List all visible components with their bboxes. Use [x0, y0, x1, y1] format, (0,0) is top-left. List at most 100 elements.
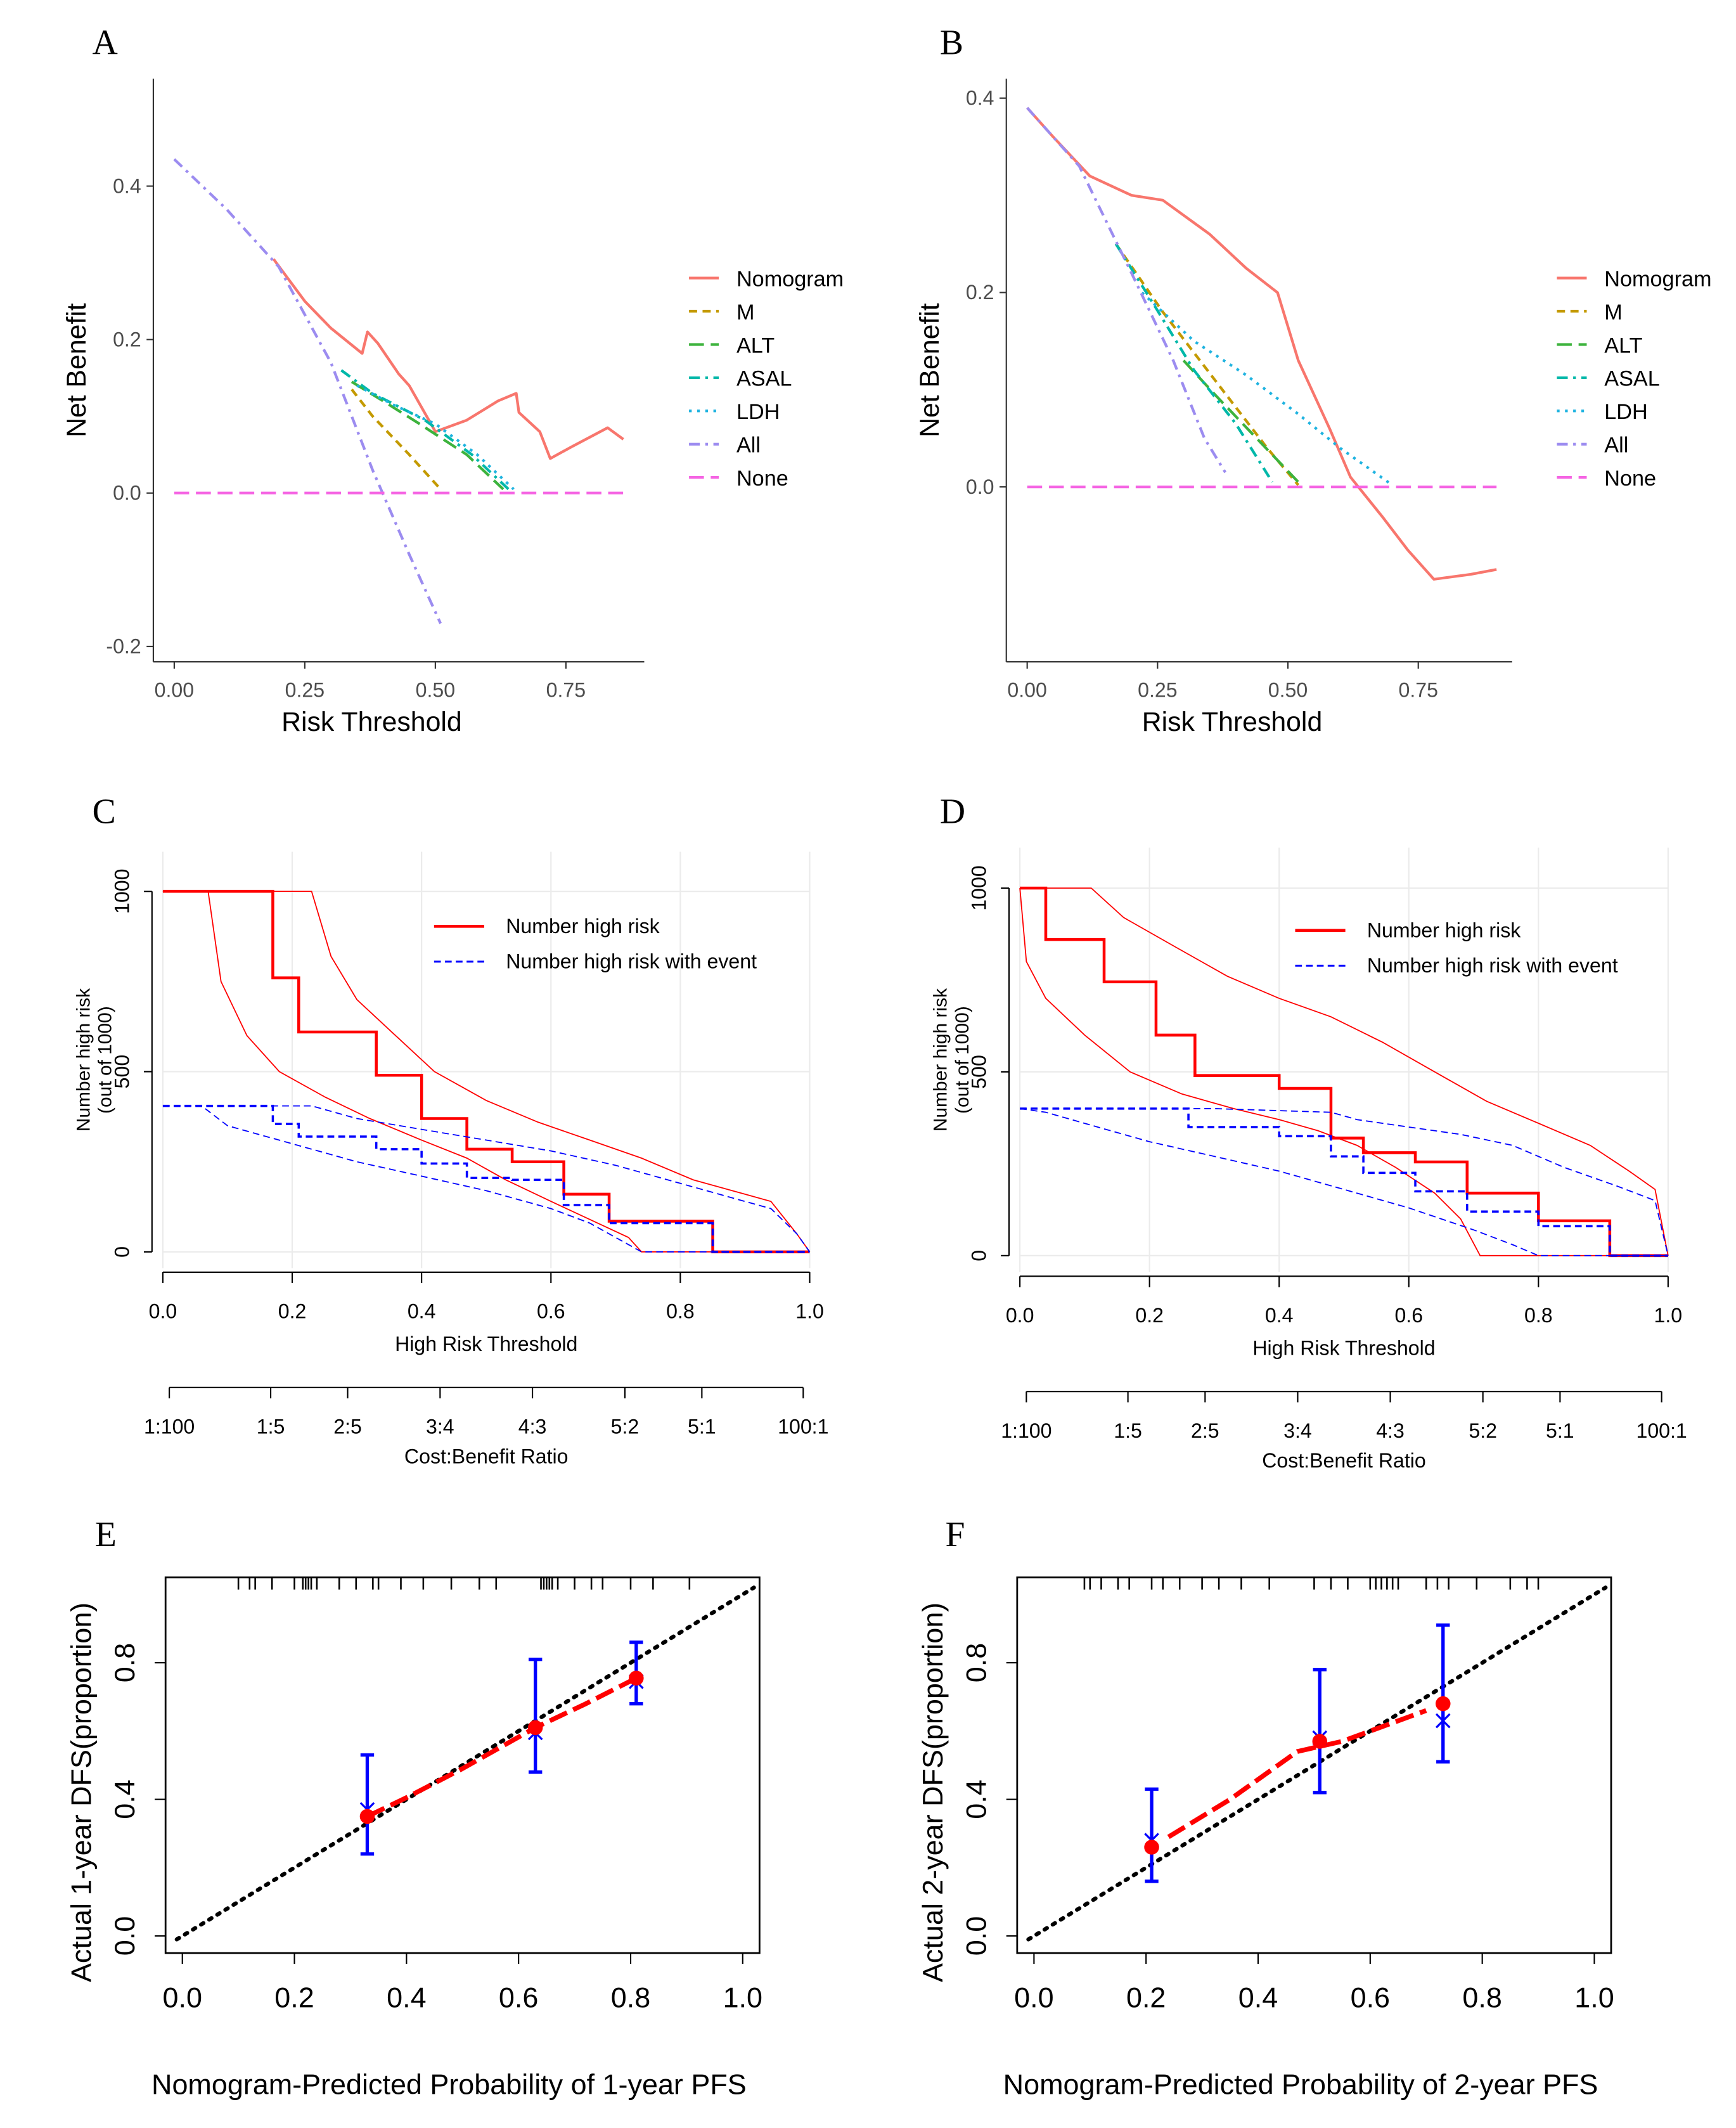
x-tick-label: 1.0	[723, 1982, 762, 2014]
x-tick-label: 0.50	[416, 679, 455, 702]
x-tick-label: 0.00	[1007, 679, 1046, 702]
x-tick-label: 0.50	[1268, 679, 1308, 702]
observed-point	[1312, 1734, 1328, 1749]
y-tick-label: 0.8	[960, 1643, 993, 1682]
legend-label-none: None	[1604, 467, 1656, 491]
x-tick-label: 0.0	[1006, 1304, 1034, 1327]
y-tick-label: 0.4	[113, 174, 141, 197]
y-tick-label: 0.4	[960, 1779, 993, 1819]
x-tick-label: 0.4	[387, 1982, 426, 2014]
cost-benefit-tick-label: 3:4	[1283, 1419, 1312, 1442]
y-tick-label: -0.2	[106, 635, 141, 658]
series-line-number-high-risk-lower	[162, 891, 810, 1253]
cost-benefit-tick-label: 5:1	[1546, 1419, 1574, 1442]
x-tick-label: 1.0	[1574, 1982, 1614, 2014]
x-tick-label: 0.00	[155, 679, 194, 702]
series-line-number-high-risk-upper	[1020, 887, 1669, 1256]
legend-label: Number high risk	[506, 915, 660, 938]
x-tick-label: 0.4	[1265, 1304, 1294, 1327]
y-axis-label: Actual 2-year DFS(proportion)	[916, 1602, 949, 1982]
legend-label-none: None	[736, 467, 788, 491]
series-line-alt	[1182, 359, 1299, 483]
y-axis-label: Number high risk	[930, 988, 951, 1132]
x-tick-label: 0.6	[499, 1982, 538, 2014]
legend-label: Number high risk with event	[506, 950, 757, 973]
series-line-all	[173, 158, 442, 624]
series-line-number-high-risk-with-event-upper	[162, 1105, 811, 1253]
panel-b: B 0.00 0.25 0.50 0.75 0.0 0.2 0.4 Risk Threshold…	[915, 23, 1712, 738]
legend-label: Number high risk	[1367, 919, 1521, 941]
panel-e: E 0.0 0.2 0.4 0.6 0.8 1.0 0.0 0.4 0.8 Nomogram-Pre…	[65, 1515, 763, 2100]
panel-letter: D	[940, 792, 965, 832]
y-axis-label: Actual 1-year DFS(proportion)	[65, 1602, 98, 1982]
y-axis-label-2: (out of 1000)	[95, 1006, 116, 1114]
cost-benefit-tick-label: 5:2	[1469, 1419, 1497, 1442]
series-line-number-high-risk-with-event	[162, 1104, 810, 1253]
cost-benefit-tick-label: 1:100	[1001, 1419, 1051, 1442]
x-axis-label: Risk Threshold	[281, 707, 462, 737]
cost-benefit-tick-label: 100:1	[1636, 1419, 1687, 1442]
legend-label-alt: ALT	[1604, 333, 1642, 358]
cost-benefit-tick-label: 1:5	[257, 1415, 285, 1438]
cost-benefit-label: Cost:Benefit Ratio	[1262, 1449, 1426, 1472]
series-line-number-high-risk-with-event-lower	[162, 1105, 810, 1253]
series-line-ldh	[1141, 291, 1393, 486]
observed-point	[1435, 1696, 1451, 1712]
x-tick-label: 0.2	[274, 1982, 314, 2014]
y-axis-label-2: (out of 1000)	[952, 1006, 973, 1114]
observed-point	[359, 1809, 375, 1824]
y-tick-label: 0.8	[108, 1643, 141, 1682]
legend-label-asal: ASAL	[1604, 367, 1660, 391]
legend-label-nomogram: Nomogram	[1604, 267, 1711, 291]
legend-label-m: M	[1604, 300, 1623, 325]
y-tick-label: 0.4	[966, 86, 994, 109]
x-tick-label: 0.75	[1398, 679, 1437, 702]
x-axis-label: Nomogram-Predicted Probability of 1-year…	[151, 2068, 747, 2101]
x-tick-label: 0.0	[162, 1982, 202, 2014]
legend-label: Number high risk with event	[1367, 954, 1618, 977]
series-line-nomogram	[1026, 106, 1497, 581]
series-line-m	[1114, 243, 1300, 486]
cost-benefit-label: Cost:Benefit Ratio	[404, 1445, 569, 1468]
cost-benefit-tick-label: 2:5	[1191, 1419, 1219, 1442]
y-tick-label: 0	[968, 1250, 991, 1261]
x-axis-label: Nomogram-Predicted Probability of 2-year…	[1003, 2068, 1598, 2101]
x-tick-label: 0.4	[1238, 1982, 1278, 2014]
bias-corrected-point	[1435, 1713, 1451, 1729]
y-tick-label: 0.0	[966, 475, 994, 498]
y-tick-label: 500	[968, 1055, 991, 1089]
calibration-line	[1167, 1708, 1427, 1840]
y-tick-label: 0	[110, 1246, 133, 1258]
cost-benefit-tick-label: 3:4	[426, 1415, 454, 1438]
series-line-asal	[340, 369, 510, 491]
legend-label-nomogram: Nomogram	[736, 267, 844, 291]
cost-benefit-tick-label: 5:2	[611, 1415, 640, 1438]
x-tick-label: 1.0	[795, 1300, 824, 1323]
legend-label-all: All	[1604, 434, 1628, 458]
y-tick-label: 1000	[110, 869, 133, 914]
x-tick-label: 0.0	[1014, 1982, 1053, 2014]
panel-letter: C	[93, 792, 116, 832]
series-line-number-high-risk-with-event-lower	[1020, 1107, 1668, 1256]
x-tick-label: 0.6	[1394, 1304, 1423, 1327]
y-axis-label: Net Benefit	[915, 303, 945, 437]
y-tick-label: 0.0	[960, 1916, 993, 1956]
x-tick-label: 0.2	[1126, 1982, 1166, 2014]
series-line-number-high-risk	[1020, 886, 1668, 1258]
cost-benefit-tick-label: 2:5	[333, 1415, 362, 1438]
cost-benefit-tick-label: 5:1	[688, 1415, 716, 1438]
cost-benefit-tick-label: 100:1	[778, 1415, 828, 1438]
x-tick-label: 0.2	[278, 1300, 307, 1323]
x-tick-label: 1.0	[1654, 1304, 1683, 1327]
x-tick-label: 0.8	[1524, 1304, 1553, 1327]
panel-letter: E	[95, 1515, 117, 1554]
x-tick-label: 0.8	[1462, 1982, 1501, 2014]
observed-point	[527, 1720, 543, 1736]
observed-point	[629, 1670, 644, 1686]
series-line-number-high-risk-upper	[162, 891, 811, 1253]
x-tick-label: 0.8	[611, 1982, 650, 2014]
ideal-diagonal-line	[174, 1585, 756, 1942]
series-line-ldh	[356, 384, 515, 491]
series-line-number-high-risk-lower	[1019, 887, 1668, 1256]
panel-letter: B	[940, 23, 963, 63]
